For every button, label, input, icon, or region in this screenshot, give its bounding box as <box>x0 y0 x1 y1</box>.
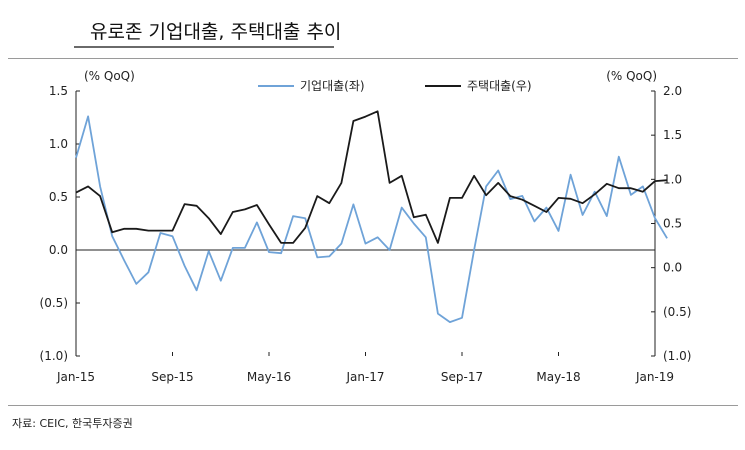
x-tick-label: May-16 <box>247 370 291 384</box>
right-axis-unit: (% QoQ) <box>606 69 657 83</box>
x-tick-label: Sep-17 <box>441 370 483 384</box>
right-y-tick-label: (1.0) <box>663 349 691 363</box>
left-y-tick-label: 1.5 <box>49 84 68 98</box>
right-y-tick-label: 0.5 <box>663 217 682 231</box>
x-tick-label: Jan-19 <box>635 370 674 384</box>
x-tick-label: May-18 <box>536 370 580 384</box>
right-y-tick-label: 2.0 <box>663 84 682 98</box>
right-y-tick-label: 1.0 <box>663 172 682 186</box>
series-line-corporate-loans <box>75 115 668 324</box>
series-line-housing-loans <box>75 110 668 244</box>
left-y-tick-label: (1.0) <box>40 349 68 363</box>
top-rule <box>8 58 738 59</box>
legend-label: 기업대출(좌) <box>300 79 365 93</box>
legend-label: 주택대출(우) <box>467 79 532 93</box>
source-note: 자료: CEIC, 한국투자증권 <box>12 417 133 430</box>
right-y-tick-label: 0.0 <box>663 261 682 275</box>
x-tick-label: Jan-15 <box>56 370 95 384</box>
left-y-tick-label: 1.0 <box>49 137 68 151</box>
x-tick-label: Sep-15 <box>151 370 193 384</box>
left-y-tick-label: 0.0 <box>49 243 68 257</box>
left-y-tick-label: (0.5) <box>40 296 68 310</box>
chart-title: 유로존 기업대출, 주택대출 추이 <box>90 21 342 43</box>
x-tick-label: Jan-17 <box>345 370 384 384</box>
right-y-tick-label: 1.5 <box>663 128 682 142</box>
right-y-tick-label: (0.5) <box>663 305 691 319</box>
chart-title-bar: 유로존 기업대출, 주택대출 추이 <box>74 13 341 48</box>
bottom-rule <box>8 405 738 406</box>
left-axis-unit: (% QoQ) <box>84 69 135 83</box>
left-y-tick-label: 0.5 <box>49 190 68 204</box>
